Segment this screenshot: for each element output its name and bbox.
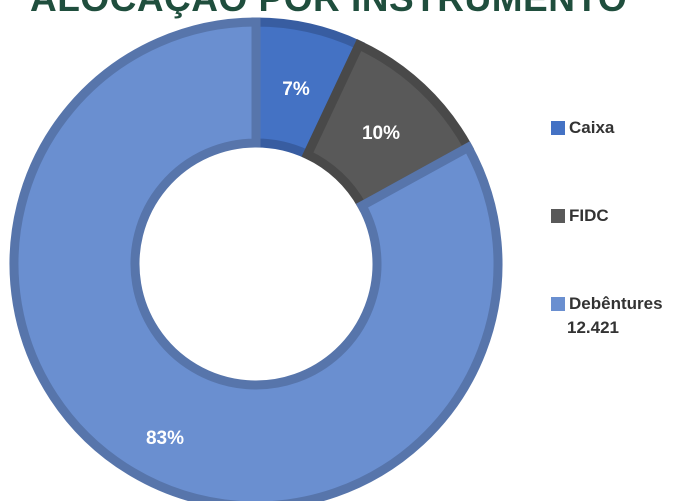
data-label-deb-ntures: 83%	[146, 428, 184, 449]
legend-swatch-caixa	[551, 121, 565, 135]
chart-title: ALOCAÇÃO POR INSTRUMENTO	[30, 0, 627, 20]
donut-slice-deb-ntures	[9, 17, 503, 501]
legend-swatch-fidc	[551, 209, 565, 223]
legend-item-deb-ntures: Debêntures 12.421	[551, 292, 663, 340]
legend-sublabel-deb-ntures: 12.421	[567, 318, 619, 337]
legend-label-caixa: Caixa	[569, 118, 615, 137]
legend-item-caixa: Caixa	[551, 116, 614, 140]
legend-label-deb-ntures: Debêntures	[569, 294, 663, 313]
legend-item-fidc: FIDC	[551, 204, 609, 228]
legend-swatch-deb-ntures	[551, 297, 565, 311]
data-label-fidc: 10%	[362, 123, 400, 144]
donut-chart: 7% 10% 83%	[9, 17, 503, 501]
legend-label-fidc: FIDC	[569, 206, 609, 225]
data-label-caixa: 7%	[282, 79, 310, 100]
